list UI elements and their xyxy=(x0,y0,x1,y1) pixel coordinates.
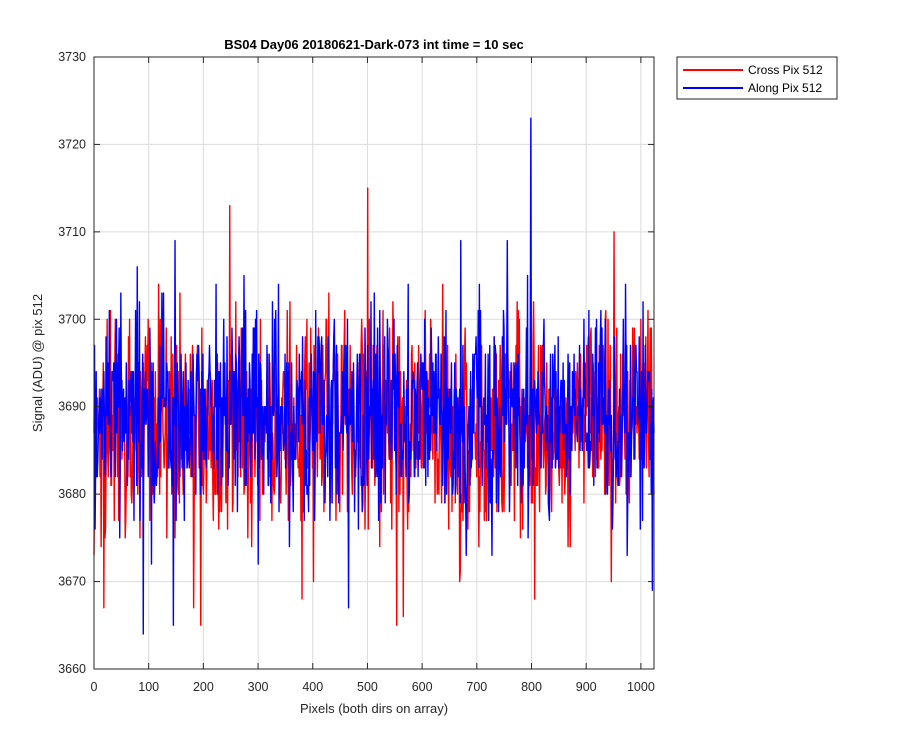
x-tick-label: 800 xyxy=(521,680,542,694)
legend-box xyxy=(676,56,838,100)
x-tick-label: 1000 xyxy=(627,680,655,694)
plot-frame xyxy=(93,56,655,670)
series-line-along-pix-512 xyxy=(93,117,655,635)
y-tick-label: 3730 xyxy=(58,50,86,64)
legend-label-cross: Cross Pix 512 xyxy=(748,63,823,77)
data-series-layer xyxy=(93,117,655,635)
y-tick-label: 3660 xyxy=(58,662,86,676)
x-tick-label: 200 xyxy=(193,680,214,694)
axis-ticks: 0 100 200 300 400 500 600 700 800 900 1000 3660 3670… xyxy=(58,50,655,694)
x-axis-label: Pixels (both dirs on array) xyxy=(300,701,448,716)
x-tick-label: 300 xyxy=(248,680,269,694)
y-tick-label: 3710 xyxy=(58,225,86,239)
x-tick-label: 100 xyxy=(138,680,159,694)
y-tick-label: 3670 xyxy=(58,575,86,589)
legend-label-along: Along Pix 512 xyxy=(748,81,822,95)
y-tick-label: 3720 xyxy=(58,137,86,151)
x-tick-label: 400 xyxy=(302,680,323,694)
y-tick-label: 3690 xyxy=(58,400,86,414)
x-tick-label: 900 xyxy=(576,680,597,694)
y-tick-label: 3700 xyxy=(58,312,86,326)
chart-title: BS04 Day06 20180621-Dark-073 int time = … xyxy=(224,37,524,52)
x-tick-label: 600 xyxy=(412,680,433,694)
legend[interactable]: Cross Pix 512 Along Pix 512 xyxy=(676,56,838,100)
x-tick-label: 0 xyxy=(91,680,98,694)
y-axis-label: Signal (ADU) @ pix 512 xyxy=(30,294,45,432)
x-tick-label: 500 xyxy=(357,680,378,694)
y-tick-label: 3680 xyxy=(58,487,86,501)
x-tick-label: 700 xyxy=(466,680,487,694)
